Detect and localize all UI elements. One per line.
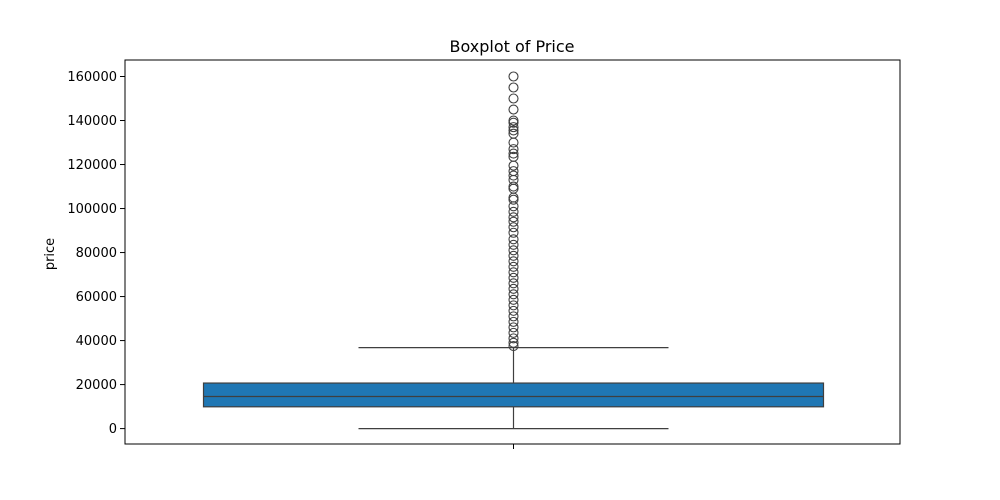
outlier-point	[508, 194, 519, 205]
outlier-point	[508, 160, 519, 171]
outlier-point	[508, 322, 519, 333]
y-tick-label: 60000	[76, 290, 117, 305]
outlier-point	[508, 272, 519, 283]
outlier-point	[508, 316, 519, 327]
outlier-point	[508, 216, 519, 227]
outlier-point	[508, 148, 519, 159]
y-axis: 0 20000 40000 60000 80000 100000 120000 140000 1…	[67, 70, 125, 437]
outlier-point	[508, 239, 519, 250]
outlier-point	[508, 82, 519, 93]
outlier-point	[508, 227, 519, 238]
outlier-point	[508, 192, 519, 203]
outlier-point	[508, 122, 519, 133]
y-tick-label: 20000	[76, 378, 117, 393]
outlier-point	[508, 181, 519, 192]
outlier-point	[508, 212, 519, 223]
outlier-point	[508, 206, 519, 217]
outlier-point	[508, 144, 519, 155]
outlier-point	[508, 166, 519, 177]
outlier-point	[508, 327, 519, 338]
outlier-point	[508, 333, 519, 344]
outlier-point	[508, 261, 519, 272]
y-tick-label: 140000	[67, 114, 117, 129]
outlier-point	[508, 222, 519, 233]
outlier-point	[508, 104, 519, 115]
outlier-point	[508, 93, 519, 104]
outlier-point	[508, 300, 519, 311]
outlier-point	[508, 341, 519, 352]
y-tick-label: 120000	[67, 158, 117, 173]
outlier-point	[508, 267, 519, 278]
y-tick-label: 160000	[67, 70, 117, 85]
outlier-point	[508, 125, 519, 136]
outlier-point	[508, 71, 519, 82]
y-axis-label: price	[43, 238, 58, 270]
outlier-points	[508, 71, 519, 352]
outlier-point	[508, 115, 519, 126]
chart-title: Boxplot of Price	[449, 37, 574, 56]
y-tick-label: 0	[109, 422, 117, 437]
outlier-point	[508, 256, 519, 267]
outlier-point	[508, 151, 519, 162]
outlier-point	[508, 278, 519, 289]
plot-area-frame	[124, 59, 901, 445]
outlier-point	[508, 250, 519, 261]
outlier-point	[508, 245, 519, 256]
outlier-point	[508, 234, 519, 245]
interquartile-box	[202, 382, 825, 408]
outlier-point	[508, 170, 519, 181]
y-tick-label: 100000	[67, 202, 117, 217]
y-tick-label: 40000	[76, 334, 117, 349]
outlier-point	[508, 337, 519, 348]
boxplot-series	[202, 347, 825, 430]
outlier-point	[508, 137, 519, 148]
outlier-point	[508, 183, 519, 194]
outlier-point	[508, 128, 519, 139]
outlier-point	[508, 289, 519, 300]
outlier-point	[508, 283, 519, 294]
outlier-point	[508, 305, 519, 316]
y-tick-label: 80000	[76, 246, 117, 261]
outlier-point	[508, 294, 519, 305]
outlier-point	[508, 311, 519, 322]
